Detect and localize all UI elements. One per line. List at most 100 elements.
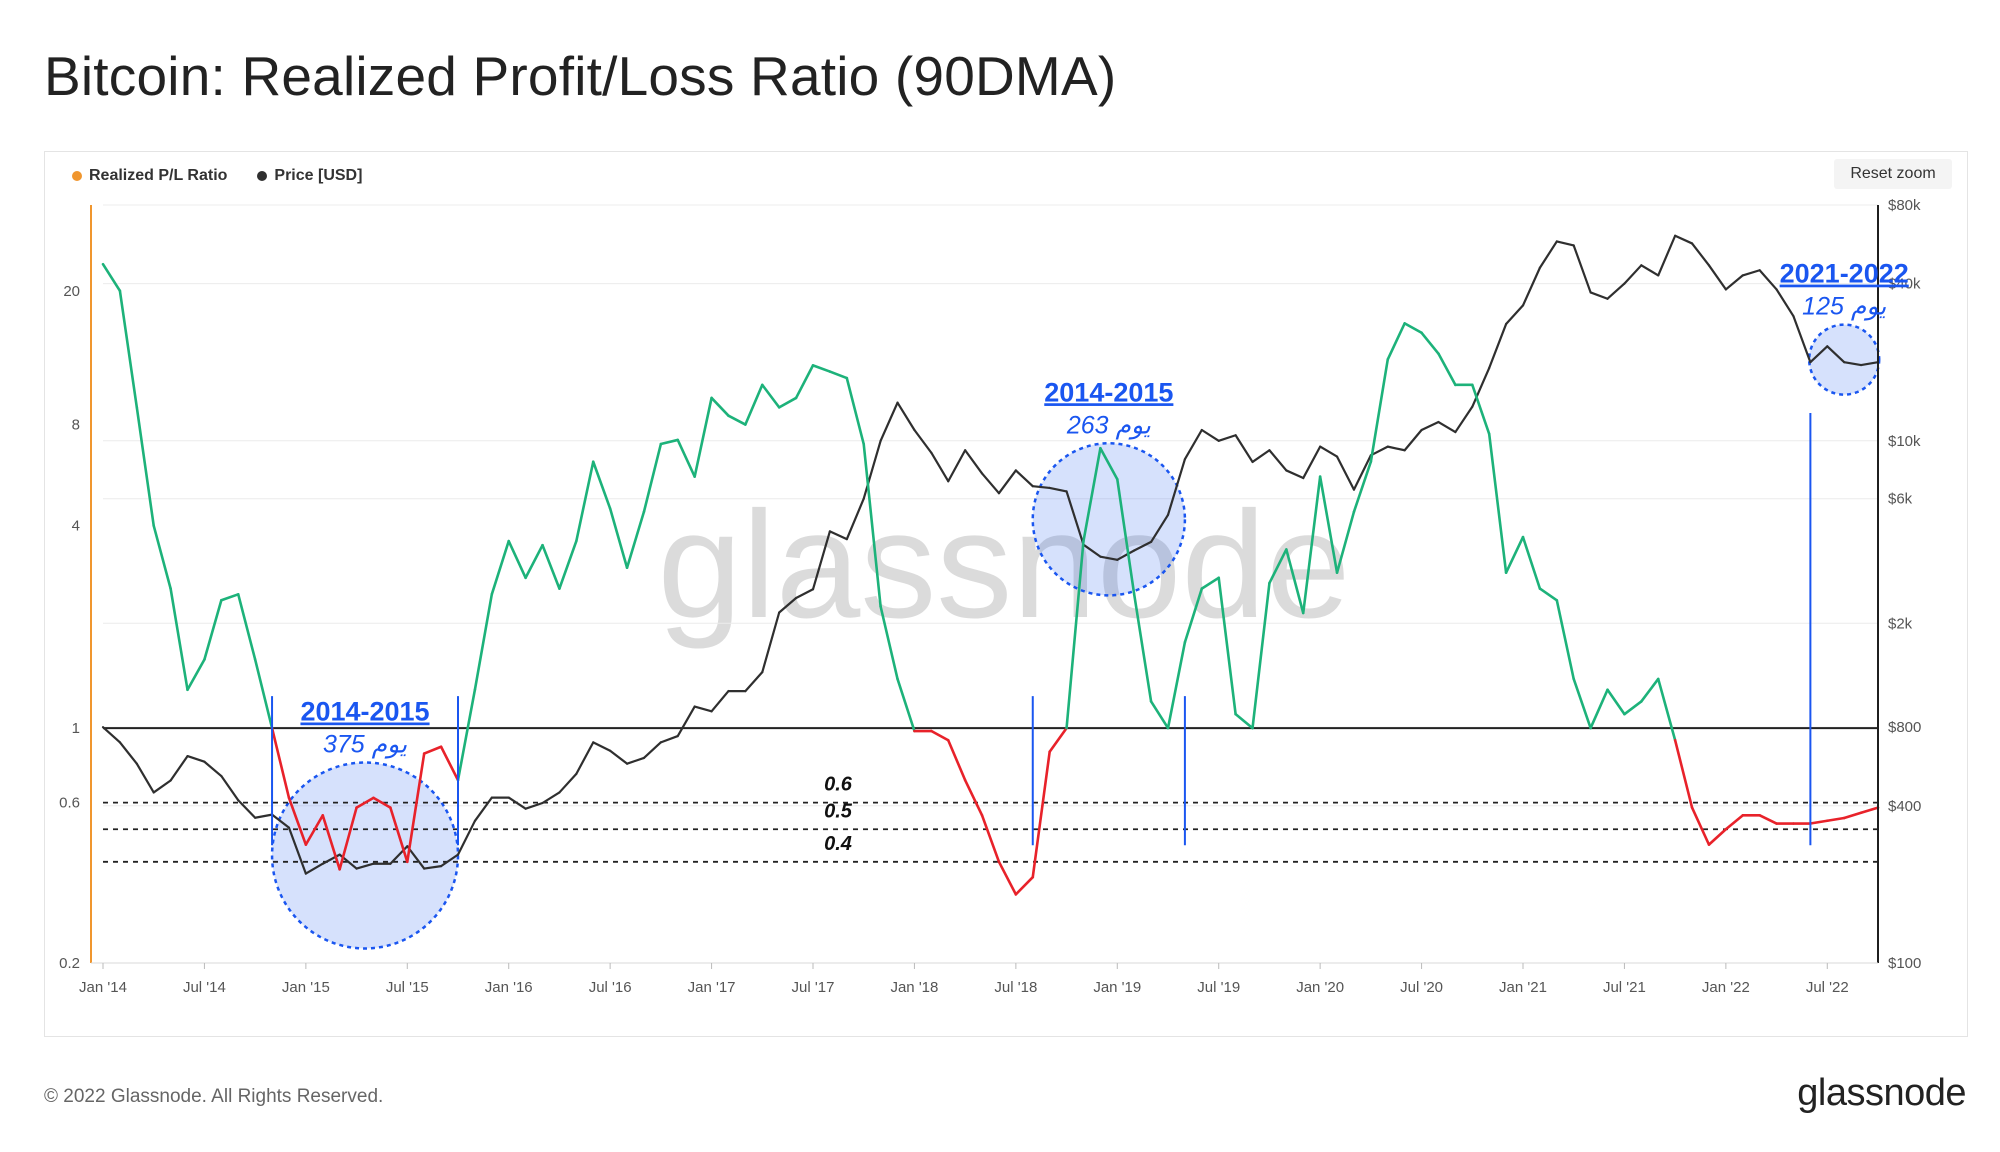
ratio-segment-88 bbox=[1572, 677, 1592, 730]
watermark: glassnode bbox=[658, 480, 1351, 650]
ratio-segment-68 bbox=[1234, 712, 1254, 730]
ratio-segment-90 bbox=[1606, 688, 1626, 716]
ratio-segment-48 bbox=[896, 677, 916, 733]
price-segment-103 bbox=[1826, 345, 1846, 364]
price-segment-43 bbox=[811, 530, 832, 591]
x-tick-label-8: Jan '18 bbox=[890, 979, 938, 996]
ratio-segment-104 bbox=[1842, 811, 1863, 820]
ratio-segment-97 bbox=[1724, 814, 1745, 831]
price-segment-86 bbox=[1538, 240, 1558, 269]
threshold-label-1: 0.6 bbox=[824, 774, 853, 796]
price-segment-5 bbox=[169, 755, 189, 782]
price-segment-77 bbox=[1386, 445, 1406, 452]
ratio-segment-42 bbox=[794, 364, 815, 400]
ratio-segment-28 bbox=[558, 539, 578, 590]
ratio-segment-82 bbox=[1470, 383, 1491, 436]
price-segment-72 bbox=[1302, 445, 1322, 480]
price-segment-47 bbox=[879, 401, 899, 442]
price-segment-78 bbox=[1403, 428, 1423, 452]
price-segment-49 bbox=[913, 428, 933, 454]
right-tick-label-5: $800 bbox=[1888, 719, 1921, 736]
price-segment-62 bbox=[1133, 540, 1153, 552]
ratio-segment-3 bbox=[135, 406, 156, 528]
ratio-segment-37 bbox=[710, 396, 730, 417]
price-segment-74 bbox=[1335, 455, 1356, 491]
price-segment-8 bbox=[220, 774, 240, 802]
right-tick-label-0: $80k bbox=[1888, 197, 1921, 214]
price-segment-40 bbox=[761, 611, 781, 674]
legend-item-price[interactable]: Price [USD] bbox=[257, 167, 362, 185]
ratio-segment-55 bbox=[1014, 875, 1035, 896]
price-segment-41 bbox=[778, 596, 798, 614]
annotation-days-2: 125 يوم bbox=[1802, 293, 1886, 322]
ratio-segment-23 bbox=[473, 593, 494, 692]
legend-price-dot-icon bbox=[257, 171, 268, 181]
ratio-segment-67 bbox=[1217, 576, 1237, 716]
price-segment-58 bbox=[1065, 490, 1085, 546]
price-segment-76 bbox=[1369, 445, 1389, 457]
price-segment-98 bbox=[1741, 269, 1761, 277]
price-segment-82 bbox=[1471, 366, 1491, 408]
ratio-segment-5 bbox=[169, 587, 189, 692]
right-tick-label-6: $400 bbox=[1888, 798, 1921, 815]
ratio-segment-46 bbox=[862, 442, 882, 608]
ratio-segment-25 bbox=[507, 539, 527, 580]
ratio-segment-66 bbox=[1200, 576, 1221, 590]
left-tick-label-2: 4 bbox=[72, 518, 80, 535]
price-segment-25 bbox=[507, 796, 527, 810]
ratio-segment-19 bbox=[405, 752, 426, 864]
price-segment-16 bbox=[355, 862, 375, 870]
ratio-segment-60 bbox=[1099, 446, 1119, 481]
annotation-title-2: 2021-2022 bbox=[1780, 259, 1909, 289]
ratio-segment-40 bbox=[760, 383, 781, 409]
ratio-segment-38 bbox=[727, 414, 747, 426]
ratio-segment-85 bbox=[1521, 535, 1542, 590]
ratio-segment-24 bbox=[490, 539, 511, 596]
price-segment-70 bbox=[1268, 449, 1288, 472]
price-segment-30 bbox=[592, 741, 612, 752]
ratio-segment-51 bbox=[946, 738, 967, 782]
price-segment-51 bbox=[947, 449, 967, 483]
ratio-segment-91 bbox=[1623, 700, 1643, 716]
price-segment-11 bbox=[270, 813, 291, 829]
legend-item-ratio[interactable]: Realized P/L Ratio bbox=[72, 167, 227, 185]
right-tick-label-3: $6k bbox=[1888, 491, 1913, 508]
price-segment-21 bbox=[439, 853, 460, 868]
annotation-title-0: 2014-2015 bbox=[300, 697, 429, 727]
ratio-segment-86 bbox=[1538, 587, 1559, 602]
reset-zoom-button[interactable]: Reset zoom bbox=[1834, 159, 1952, 189]
price-segment-75 bbox=[1352, 454, 1372, 491]
price-segment-39 bbox=[744, 671, 764, 693]
ratio-segment-92 bbox=[1640, 677, 1660, 703]
ratio-segment-9 bbox=[236, 593, 257, 661]
x-tick-label-15: Jul '21 bbox=[1603, 979, 1646, 996]
ratio-segment-31 bbox=[608, 507, 629, 570]
ratio-segment-53 bbox=[980, 814, 1001, 864]
ratio-segment-12 bbox=[287, 796, 308, 846]
chart-panel bbox=[44, 151, 1968, 1037]
ratio-segment-50 bbox=[930, 729, 950, 742]
price-segment-91 bbox=[1623, 264, 1643, 285]
price-segment-7 bbox=[203, 760, 223, 778]
x-tick-label-4: Jan '16 bbox=[485, 979, 533, 996]
annotation-title-1: 2014-2015 bbox=[1044, 377, 1173, 407]
price-segment-27 bbox=[541, 791, 561, 805]
price-segment-81 bbox=[1454, 405, 1474, 434]
price-segment-48 bbox=[896, 401, 916, 432]
price-segment-87 bbox=[1555, 240, 1575, 247]
price-segment-2 bbox=[118, 741, 138, 765]
ratio-segment-57 bbox=[1048, 726, 1068, 754]
price-segment-96 bbox=[1707, 264, 1727, 291]
ratio-segment-72 bbox=[1301, 475, 1322, 615]
ratio-segment-30 bbox=[591, 460, 612, 510]
price-segment-37 bbox=[710, 689, 730, 713]
ratio-segment-43 bbox=[811, 364, 832, 373]
page-title: Bitcoin: Realized Profit/Loss Ratio (90D… bbox=[44, 45, 1117, 107]
ratio-segment-22 bbox=[456, 688, 477, 782]
ratio-segment-79 bbox=[1420, 331, 1440, 355]
price-segment-73 bbox=[1319, 445, 1339, 458]
ratio-segment-4 bbox=[152, 524, 172, 590]
ratio-segment-20 bbox=[422, 745, 443, 755]
right-tick-label-1: $40k bbox=[1888, 276, 1921, 293]
